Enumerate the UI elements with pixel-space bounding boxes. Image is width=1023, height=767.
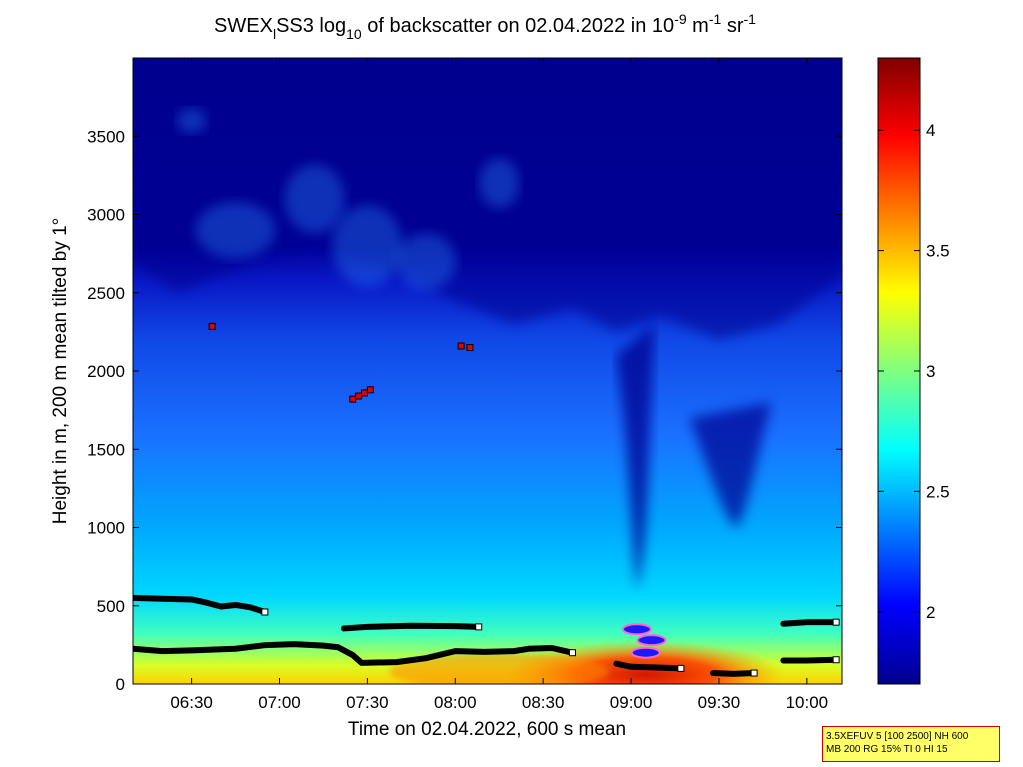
layer-line	[133, 594, 268, 616]
x-tick-label: 06:30	[170, 693, 213, 712]
layer-line	[133, 641, 576, 666]
colorbar-tick-label: 3.5	[926, 242, 950, 261]
y-axis: 0 500 1000 1500 2000 2500 3000 3500	[87, 127, 842, 694]
layer-end-marker	[475, 623, 483, 631]
cloud-marker	[355, 392, 363, 400]
aerosol-wisp	[195, 202, 276, 259]
layer-end-marker	[832, 656, 840, 664]
x-tick-label: 10:00	[786, 693, 829, 712]
fog-feature	[621, 623, 652, 636]
x-tick-label: 09:30	[698, 693, 741, 712]
cloud-marker	[349, 395, 357, 403]
layer-end-marker	[750, 669, 758, 677]
layer-overlays	[133, 322, 840, 677]
y-tick-label: 2500	[87, 284, 125, 303]
layer-end-marker	[677, 664, 685, 672]
colorbar-tick-label: 2.5	[926, 482, 950, 501]
cloud-marker	[360, 389, 368, 397]
aerosol-wisp	[332, 205, 403, 287]
surface-warm-region	[389, 653, 610, 684]
cloud-marker	[457, 342, 465, 350]
x-tick-label: 09:00	[610, 693, 653, 712]
y-axis-label: Height in m, 200 m mean tilted by 1°	[50, 218, 71, 524]
layer-end-marker	[261, 608, 269, 616]
aerosol-wisp	[176, 108, 207, 134]
x-axis-label: Time on 02.04.2022, 600 s mean	[348, 719, 626, 740]
layer-line	[340, 622, 482, 632]
dry-plume-2	[689, 402, 772, 528]
cloud-marker	[208, 322, 216, 330]
layer-line	[780, 656, 840, 664]
y-tick-label: 1500	[87, 440, 125, 459]
fog-feature	[630, 646, 661, 659]
info-box: 3.5XEFUV 5 [100 2500] NH 600 MB 200 RG 1…	[822, 726, 1000, 762]
aerosol-wisp	[284, 164, 345, 234]
cloud-marker	[466, 344, 474, 352]
x-tick-label: 07:30	[346, 693, 389, 712]
heatmap-plot	[133, 58, 842, 684]
colorbar-ticks: 2 2.5 3 3.5 4	[878, 121, 950, 622]
colorbar-tick-label: 4	[926, 121, 935, 140]
y-tick-label: 500	[97, 597, 125, 616]
x-axis: 06:30 07:00 07:30 08:00 08:30 09:00 09:30 10:00	[170, 58, 828, 712]
y-tick-label: 1000	[87, 519, 125, 538]
info-line-1: 3.5XEFUV 5 [100 2500] NH 600	[826, 731, 969, 742]
cloud-marker	[366, 386, 374, 394]
y-tick-label: 2000	[87, 362, 125, 381]
colorbar-tick-label: 3	[926, 362, 935, 381]
layer-line	[613, 660, 684, 672]
y-tick-label: 0	[116, 675, 125, 694]
x-tick-label: 08:00	[434, 693, 477, 712]
aerosol-wisp	[479, 158, 520, 209]
x-tick-label: 08:30	[522, 693, 565, 712]
layer-line	[780, 619, 840, 627]
chart-title: SWEXlSS3 log10 of backscatter on 02.04.2…	[214, 11, 756, 42]
colorbar	[877, 57, 921, 685]
colorbar-tick-label: 2	[926, 603, 935, 622]
layer-end-marker	[568, 649, 576, 657]
x-tick-label: 07:00	[258, 693, 301, 712]
info-line-2: MB 200 RG 15% TI 0 HI 15	[826, 744, 948, 755]
y-tick-label: 3500	[87, 127, 125, 146]
aerosol-wisp	[395, 233, 456, 290]
dry-plume-1	[616, 324, 655, 591]
layer-line	[710, 670, 758, 677]
fog-feature	[636, 634, 667, 647]
layer-end-marker	[832, 618, 840, 626]
y-tick-label: 3000	[87, 206, 125, 225]
